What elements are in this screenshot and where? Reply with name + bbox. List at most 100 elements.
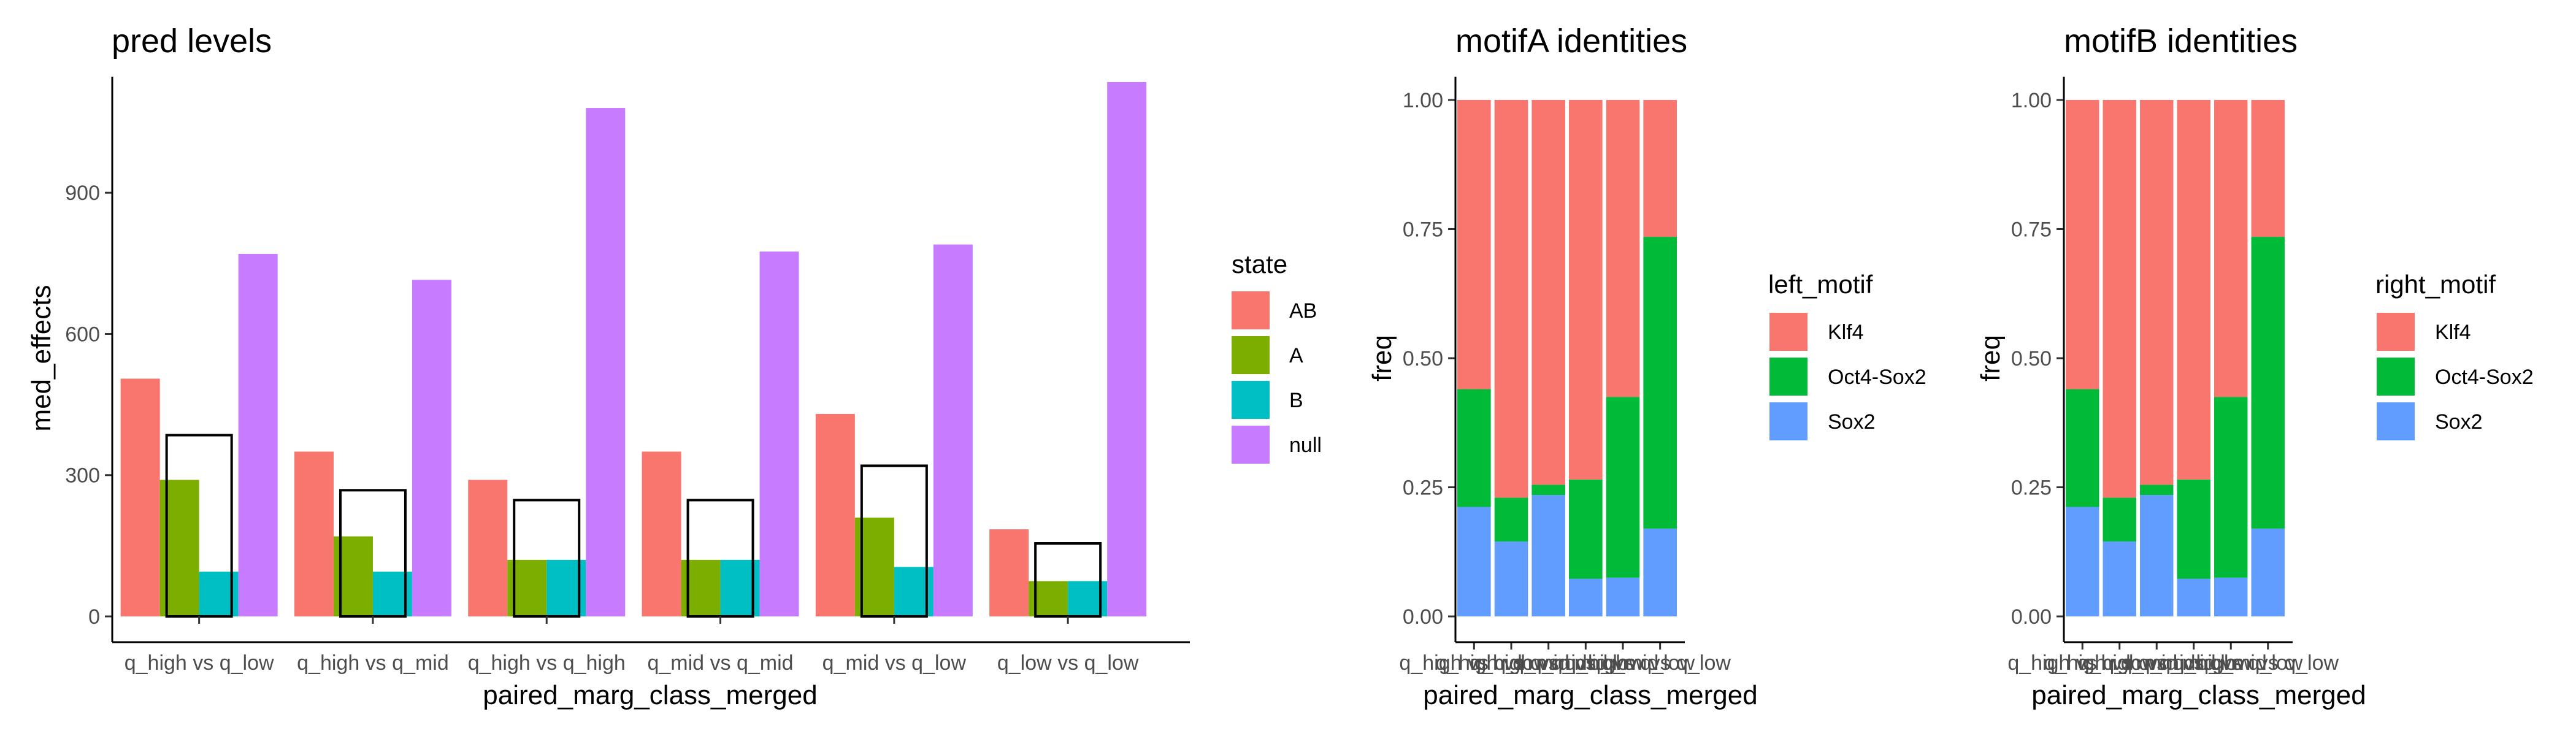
chart1-ylabel: med_effects (26, 285, 56, 432)
chart3-legend-label-oct4-sox2: Oct4-Sox2 (2435, 366, 2534, 389)
chart1-ytick-label-2: 600 (65, 323, 100, 346)
chart3-bar-sox2-3 (2177, 578, 2210, 616)
chart3-bar-klf4-3 (2177, 100, 2210, 480)
chart1-legend-swatch-b (1232, 381, 1270, 419)
chart3-bar-klf4-0 (2066, 100, 2099, 389)
chart3-bar-oct4-sox2-0 (2066, 389, 2099, 507)
chart2-title: motifA identities (1455, 23, 1687, 59)
chart2-xtick-label-5: q_low vs q_low (1589, 651, 1731, 675)
chart3-xtick-label-2: q_high vs q_high (2078, 651, 2236, 675)
chart2-ytick-label-3: 0.75 (1403, 218, 1443, 242)
chart2-ytick-label-4: 1.00 (1403, 89, 1443, 112)
chart3-ytick-label-4: 1.00 (2011, 89, 2052, 112)
chart2-bar-klf4-3 (1569, 100, 1603, 480)
chart1-legend-swatch-ab (1232, 291, 1270, 329)
chart2-bar-sox2-4 (1606, 577, 1640, 616)
chart2-bar-sox2-5 (1643, 528, 1677, 616)
chart2-xlabel: paired_marg_class_merged (1423, 680, 1757, 710)
chart2-bar-oct4-sox2-2 (1531, 485, 1565, 496)
chart2-bar-klf4-4 (1606, 100, 1640, 397)
chart2-bar-sox2-2 (1531, 495, 1565, 616)
chart3-bar-sox2-5 (2251, 528, 2285, 616)
chart3-ytick-label-0: 0.00 (2011, 605, 2052, 629)
chart3-bar-sox2-4 (2214, 577, 2248, 616)
chart2-legend-title: left_motif (1768, 270, 1873, 299)
chart3-xtick-label-1: q_high vs q_mid (2044, 651, 2196, 675)
chart3-ylabel: freq (1976, 335, 2006, 381)
chart1-xtick-label-5: q_low vs q_low (997, 651, 1139, 675)
chart1-legend-label-null: null (1289, 434, 1322, 457)
chart2-bar-sox2-1 (1494, 541, 1528, 616)
chart2-xtick-label-3: q_mid vs q_mid (1512, 651, 1658, 675)
chart1-bar-ab-2 (468, 480, 508, 616)
chart3-bar-oct4-sox2-5 (2251, 237, 2285, 529)
chart3-bar-sox2-1 (2103, 541, 2136, 616)
chart3-ytick-label-1: 0.25 (2011, 477, 2052, 500)
chart1-bar-ab-3 (642, 451, 681, 616)
chart3-xtick-label-5: q_low vs q_low (2197, 651, 2339, 675)
chart3-ytick-label-3: 0.75 (2011, 218, 2052, 242)
chart1-xlabel: paired_marg_class_merged (483, 680, 817, 710)
chart3-legend-swatch-oct4-sox2 (2377, 358, 2415, 396)
chart2-legend-label-oct4-sox2: Oct4-Sox2 (1828, 366, 1926, 389)
chart2-xtick-label-2: q_high vs q_high (1470, 651, 1627, 675)
chart3-bar-klf4-2 (2140, 100, 2174, 485)
chart1-ytick-label-3: 900 (65, 182, 100, 205)
chart2-bar-oct4-sox2-4 (1606, 397, 1640, 578)
chart1-legend-swatch-null (1232, 426, 1270, 464)
chart3-bar-klf4-5 (2251, 100, 2285, 237)
chart1-bar-null-2 (586, 108, 626, 617)
chart3-bar-sox2-0 (2066, 507, 2099, 616)
chart3-bar-klf4-4 (2214, 100, 2248, 397)
chart2-xtick-label-4: q_mid vs q_low (1551, 651, 1695, 675)
chart1-ytick-label-1: 300 (65, 464, 100, 488)
chart2-bar-klf4-2 (1531, 100, 1565, 485)
chart3-bar-klf4-1 (2103, 100, 2136, 498)
chart2-legend-swatch-oct4-sox2 (1769, 358, 1807, 396)
chart2-xtick-label-0: q_high vs q_low (1399, 651, 1549, 675)
chart1-legend-swatch-a (1232, 336, 1270, 374)
chart2-ytick-label-1: 0.25 (1403, 477, 1443, 500)
chart1-title: pred levels (112, 23, 272, 59)
chart1-xtick-label-1: q_high vs q_mid (297, 651, 449, 675)
chart2-bar-oct4-sox2-3 (1569, 479, 1603, 579)
chart2-bar-klf4-5 (1643, 100, 1677, 237)
chart3-bar-oct4-sox2-1 (2103, 497, 2136, 542)
chart2-xtick-label-1: q_high vs q_mid (1435, 651, 1587, 675)
chart3-legend-swatch-klf4 (2377, 313, 2415, 351)
chart3-bar-sox2-2 (2140, 495, 2174, 616)
chart3-xlabel: paired_marg_class_merged (2031, 680, 2366, 710)
chart2-legend-swatch-sox2 (1769, 402, 1807, 440)
chart2-bar-oct4-sox2-0 (1457, 389, 1491, 507)
chart3-legend-label-sox2: Sox2 (2435, 410, 2483, 434)
chart2-legend-label-sox2: Sox2 (1828, 410, 1876, 434)
chart3-xtick-label-4: q_mid vs q_low (2159, 651, 2303, 675)
chart1-bar-null-1 (412, 280, 451, 616)
chart1-bar-ab-5 (989, 529, 1029, 616)
chart2-ytick-label-2: 0.50 (1403, 347, 1443, 370)
chart3-bar-oct4-sox2-3 (2177, 479, 2210, 579)
chart1-bar-ab-0 (120, 378, 160, 616)
chart2-bar-sox2-3 (1569, 578, 1603, 616)
chart2-legend-label-klf4: Klf4 (1828, 321, 1864, 344)
chart1-xtick-label-0: q_high vs q_low (125, 651, 274, 675)
chart2-bar-klf4-1 (1494, 100, 1528, 498)
chart1-legend-label-b: B (1289, 389, 1303, 412)
chart3-bar-oct4-sox2-2 (2140, 485, 2174, 496)
chart2-bar-klf4-0 (1457, 100, 1491, 389)
chart1-legend-label-a: A (1289, 344, 1303, 367)
chart1-bar-null-5 (1107, 82, 1147, 617)
chart3-xtick-label-0: q_high vs q_low (2007, 651, 2157, 675)
chart3-xtick-label-3: q_mid vs q_mid (2121, 651, 2267, 675)
chart2-bar-oct4-sox2-1 (1494, 497, 1528, 542)
chart3-legend-swatch-sox2 (2377, 402, 2415, 440)
chart1-bar-ab-4 (815, 413, 855, 616)
chart1-bar-null-3 (759, 251, 799, 616)
chart1-xtick-label-4: q_mid vs q_low (822, 651, 967, 675)
chart3-bar-oct4-sox2-4 (2214, 397, 2248, 578)
chart1-bar-ab-1 (294, 451, 334, 616)
chart1-legend-title: state (1232, 250, 1287, 278)
chart3-legend-label-klf4: Klf4 (2435, 321, 2471, 344)
chart2-ylabel: freq (1367, 335, 1397, 381)
chart1-legend-label-ab: AB (1289, 299, 1317, 323)
